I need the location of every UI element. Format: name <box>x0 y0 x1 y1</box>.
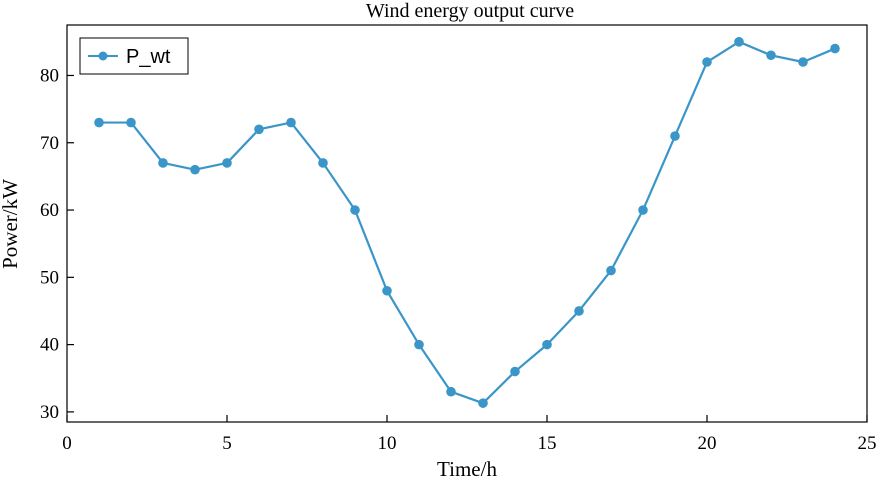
x-tick-label: 5 <box>222 433 232 454</box>
data-point <box>318 158 328 168</box>
data-point <box>158 158 168 168</box>
series-layer <box>94 37 840 408</box>
data-point <box>510 366 520 377</box>
data-point <box>574 306 584 316</box>
data-point <box>830 43 840 54</box>
data-point <box>638 205 648 215</box>
data-point <box>670 131 680 141</box>
series-line-p-wt <box>99 40 836 405</box>
data-point <box>190 164 200 175</box>
data-point <box>126 117 136 128</box>
x-tick-label: 15 <box>538 433 557 454</box>
data-point <box>350 205 360 215</box>
x-axis-label: Time/h <box>437 457 497 480</box>
plot-frame <box>66 24 868 423</box>
data-point <box>414 339 424 350</box>
data-point <box>606 265 616 276</box>
data-point <box>382 285 392 296</box>
data-point <box>222 158 232 168</box>
y-tick-label: 80 <box>40 65 59 86</box>
data-point <box>798 57 808 67</box>
chart-title: Wind energy output curve <box>366 0 574 22</box>
legend-entry-p-wt: P_wt <box>126 46 171 68</box>
y-tick-label: 40 <box>40 335 59 356</box>
data-point <box>734 37 744 47</box>
data-point <box>766 50 776 61</box>
y-tick-label: 70 <box>40 133 59 154</box>
y-tick-label: 50 <box>40 267 59 288</box>
x-tick-label: 20 <box>698 433 717 454</box>
data-point <box>478 398 488 408</box>
x-tick-label: 0 <box>62 433 72 454</box>
x-tick-label: 10 <box>378 433 397 454</box>
x-axis: 0 5 10 15 20 25 <box>62 415 876 454</box>
data-point <box>702 57 712 67</box>
y-tick-label: 30 <box>40 402 59 423</box>
data-point <box>254 124 264 135</box>
legend: P_wt <box>79 37 189 75</box>
legend-marker-swatch <box>98 51 108 61</box>
data-point <box>542 339 552 350</box>
data-point <box>94 117 104 128</box>
data-point <box>446 386 456 397</box>
y-axis-label: Power/kW <box>0 179 22 269</box>
y-axis: 30 40 50 60 70 80 <box>40 65 74 423</box>
y-tick-label: 60 <box>40 200 59 221</box>
data-point <box>286 117 296 128</box>
x-tick-label: 25 <box>858 433 876 454</box>
